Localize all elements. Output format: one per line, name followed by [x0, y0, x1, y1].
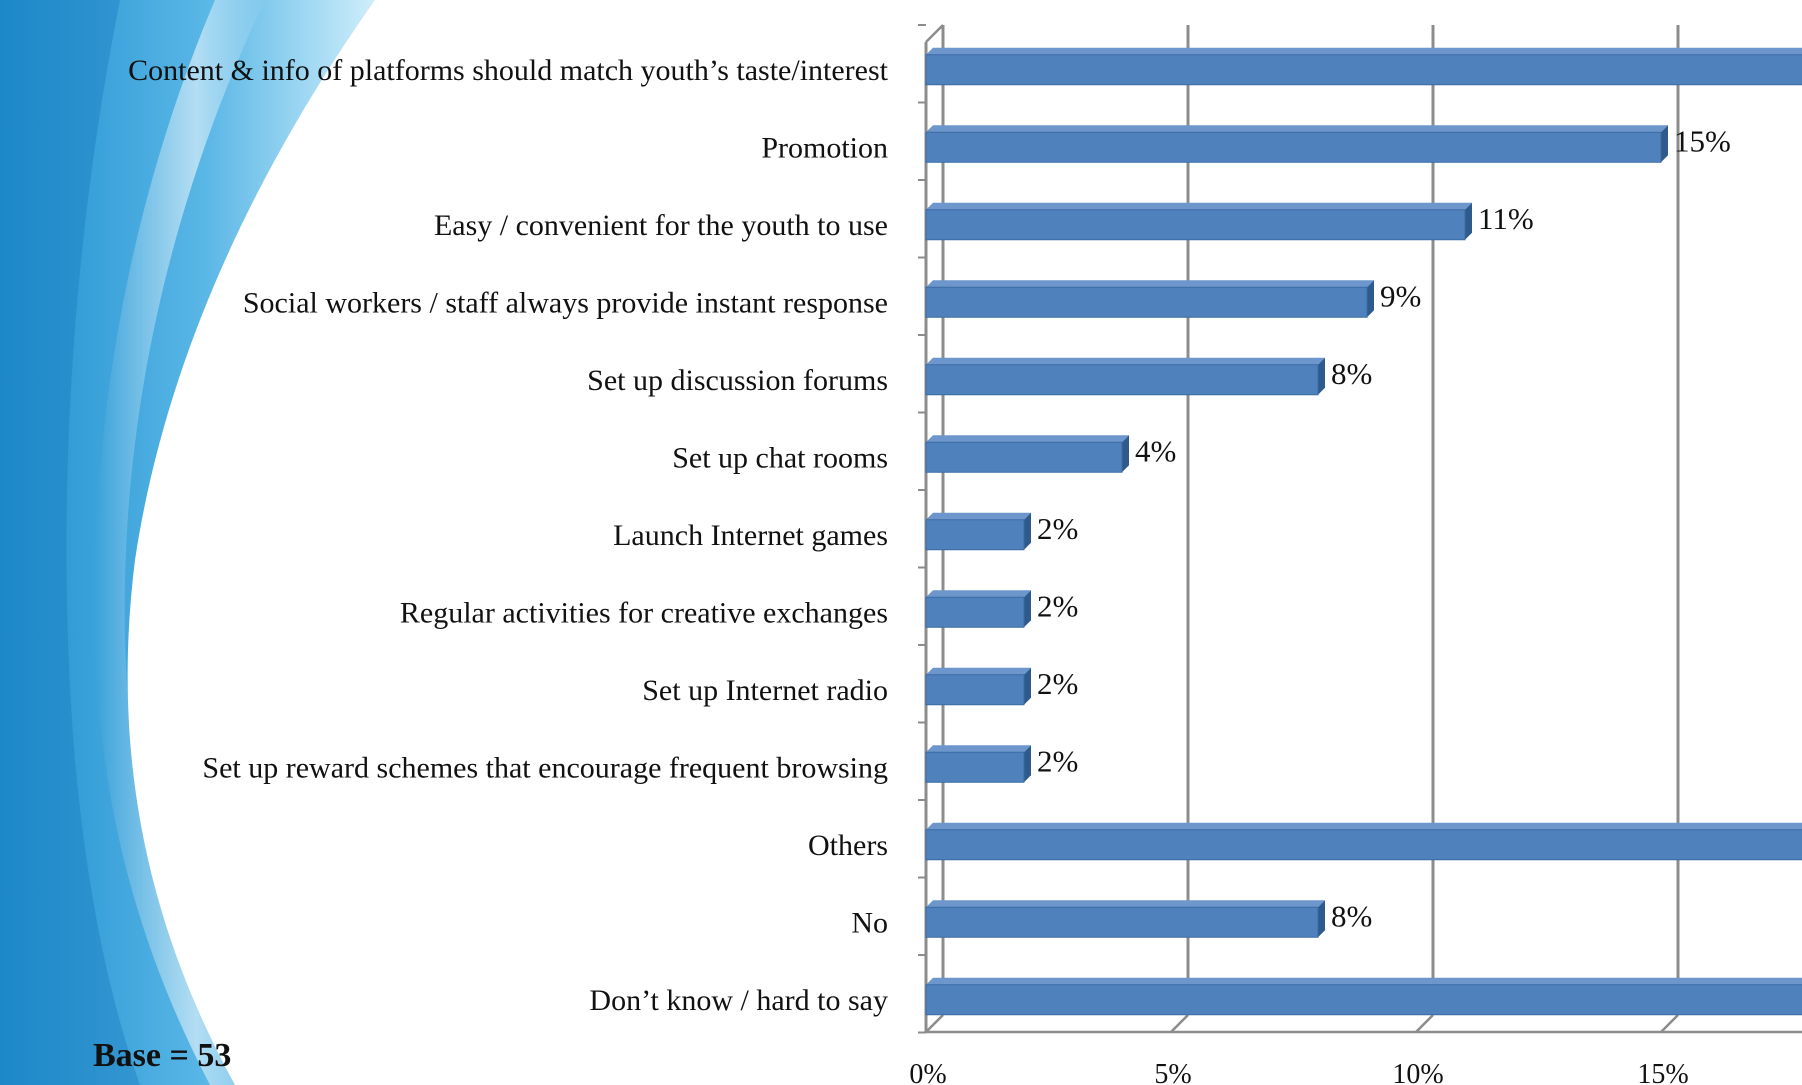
x-axis-tick-labels: 0%5%10%15%20%25%30%35%: [909, 1059, 1688, 1085]
x-tick-label-0: 0%: [909, 1059, 946, 1085]
category-label-3: Social workers / staff always provide in…: [243, 286, 888, 319]
bar-side-1: [1661, 125, 1668, 163]
bar-11: [925, 900, 1325, 938]
bar-front-7: [925, 596, 1025, 628]
bar-front-8: [925, 674, 1025, 706]
bar-front-1: [925, 131, 1662, 163]
bar-top-10: [926, 822, 1802, 830]
bar-7: [925, 590, 1031, 628]
value-label-1: 15%: [1674, 123, 1731, 158]
bar-side-7: [1024, 590, 1031, 628]
y-axis-top-edge: [925, 24, 944, 43]
bar-1: [925, 125, 1668, 163]
bar-8: [925, 667, 1031, 706]
grid-lines: [918, 24, 1802, 1034]
value-labels: 32%15%11%9%8%4%2%2%2%2%19%8%26%: [1037, 123, 1731, 933]
value-label-11: 8%: [1331, 898, 1372, 933]
category-label-11: No: [851, 906, 888, 939]
category-label-5: Set up chat rooms: [672, 441, 888, 474]
bar-0: [925, 47, 1802, 86]
x-tick-label-10: 10%: [1392, 1059, 1443, 1085]
bar-front-9: [925, 751, 1025, 783]
category-labels: Content & info of platforms should match…: [128, 54, 889, 1017]
bar-top-3: [926, 280, 1374, 288]
bar-side-5: [1122, 435, 1129, 473]
bar-front-11: [925, 906, 1319, 938]
category-label-10: Others: [808, 829, 888, 862]
bar-9: [925, 745, 1031, 783]
bar-front-5: [925, 441, 1123, 473]
bar-front-0: [925, 54, 1802, 86]
bar-side-8: [1024, 667, 1031, 705]
bar-top-7: [926, 590, 1031, 598]
value-label-5: 4%: [1135, 433, 1176, 468]
bar-front-2: [925, 209, 1466, 241]
bar-top-9: [926, 745, 1031, 753]
bar-front-12: [925, 984, 1802, 1016]
bar-top-11: [926, 900, 1325, 908]
value-label-4: 8%: [1331, 356, 1372, 391]
bar-side-6: [1024, 512, 1031, 550]
x-tick-label-5: 5%: [1154, 1059, 1191, 1085]
bar-side-4: [1318, 357, 1325, 395]
bar-front-10: [925, 829, 1802, 861]
value-label-7: 2%: [1037, 588, 1078, 623]
bar-top-0: [926, 47, 1802, 55]
x-tick-label-15: 15%: [1637, 1059, 1688, 1085]
bar-10: [925, 822, 1802, 861]
category-label-6: Launch Internet games: [613, 519, 888, 552]
value-label-2: 11%: [1478, 201, 1534, 236]
category-label-1: Promotion: [761, 131, 888, 164]
floor-tick-5: [1170, 1014, 1189, 1033]
bar-front-4: [925, 364, 1319, 396]
floor-tick-15: [1660, 1014, 1679, 1033]
bar-side-3: [1367, 280, 1374, 318]
value-label-8: 2%: [1037, 666, 1078, 701]
bar-6: [925, 512, 1031, 551]
bar-front-6: [925, 519, 1025, 551]
bar-side-2: [1465, 202, 1472, 240]
bar-top-5: [926, 435, 1129, 443]
bar-3: [925, 280, 1374, 318]
bar-4: [925, 357, 1325, 396]
bar-12: [925, 977, 1802, 1016]
bar-2: [925, 202, 1472, 241]
floor-tick-0: [925, 1014, 944, 1033]
category-label-9: Set up reward schemes that encourage fre…: [202, 751, 888, 784]
bar-top-8: [926, 667, 1031, 675]
value-label-6: 2%: [1037, 511, 1078, 546]
floor-tick-10: [1415, 1014, 1434, 1033]
category-label-7: Regular activities for creative exchange…: [400, 596, 888, 629]
category-label-4: Set up discussion forums: [587, 364, 888, 397]
base-note: Base = 53: [93, 1037, 232, 1074]
category-label-2: Easy / convenient for the youth to use: [434, 209, 888, 242]
bar-side-9: [1024, 745, 1031, 783]
category-label-0: Content & info of platforms should match…: [128, 54, 889, 87]
category-label-12: Don’t know / hard to say: [589, 984, 888, 1017]
bar-top-1: [926, 125, 1668, 133]
value-label-9: 2%: [1037, 743, 1078, 778]
bar-top-6: [926, 512, 1031, 520]
bar-top-4: [926, 357, 1325, 365]
bars: [925, 47, 1802, 1016]
category-label-8: Set up Internet radio: [642, 674, 888, 707]
bar-top-2: [926, 202, 1472, 210]
bar-5: [925, 435, 1129, 473]
bar-front-3: [925, 286, 1368, 318]
bar-side-11: [1318, 900, 1325, 938]
bar-top-12: [926, 977, 1802, 985]
value-label-3: 9%: [1380, 278, 1421, 313]
